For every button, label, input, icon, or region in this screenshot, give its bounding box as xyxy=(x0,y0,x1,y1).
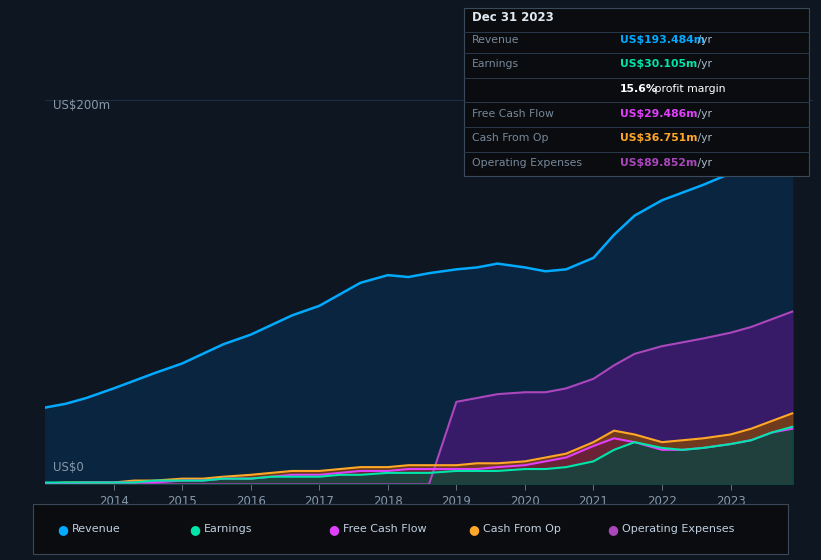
Text: Dec 31 2023: Dec 31 2023 xyxy=(472,11,554,24)
Text: US$200m: US$200m xyxy=(53,99,110,113)
Text: Earnings: Earnings xyxy=(472,59,519,69)
Text: ●: ● xyxy=(608,522,618,536)
Text: ●: ● xyxy=(189,522,200,536)
Text: profit margin: profit margin xyxy=(651,84,726,94)
Text: Cash From Op: Cash From Op xyxy=(483,524,561,534)
Text: US$29.486m: US$29.486m xyxy=(620,109,697,119)
Text: US$193.484m: US$193.484m xyxy=(620,35,705,45)
Text: Free Cash Flow: Free Cash Flow xyxy=(343,524,427,534)
Text: /yr: /yr xyxy=(694,133,712,143)
Text: US$0: US$0 xyxy=(53,461,84,474)
Text: Cash From Op: Cash From Op xyxy=(472,133,548,143)
Text: /yr: /yr xyxy=(694,35,712,45)
Text: US$30.105m: US$30.105m xyxy=(620,59,697,69)
Text: Operating Expenses: Operating Expenses xyxy=(622,524,735,534)
Text: /yr: /yr xyxy=(694,158,712,168)
Text: Revenue: Revenue xyxy=(472,35,520,45)
Text: 15.6%: 15.6% xyxy=(620,84,658,94)
Text: Revenue: Revenue xyxy=(72,524,121,534)
Text: US$36.751m: US$36.751m xyxy=(620,133,697,143)
Text: /yr: /yr xyxy=(694,109,712,119)
Text: Free Cash Flow: Free Cash Flow xyxy=(472,109,554,119)
Text: ●: ● xyxy=(328,522,339,536)
Text: ●: ● xyxy=(57,522,68,536)
Text: /yr: /yr xyxy=(694,59,712,69)
Text: Earnings: Earnings xyxy=(204,524,252,534)
Text: US$89.852m: US$89.852m xyxy=(620,158,697,168)
Text: Operating Expenses: Operating Expenses xyxy=(472,158,582,168)
Text: ●: ● xyxy=(468,522,479,536)
